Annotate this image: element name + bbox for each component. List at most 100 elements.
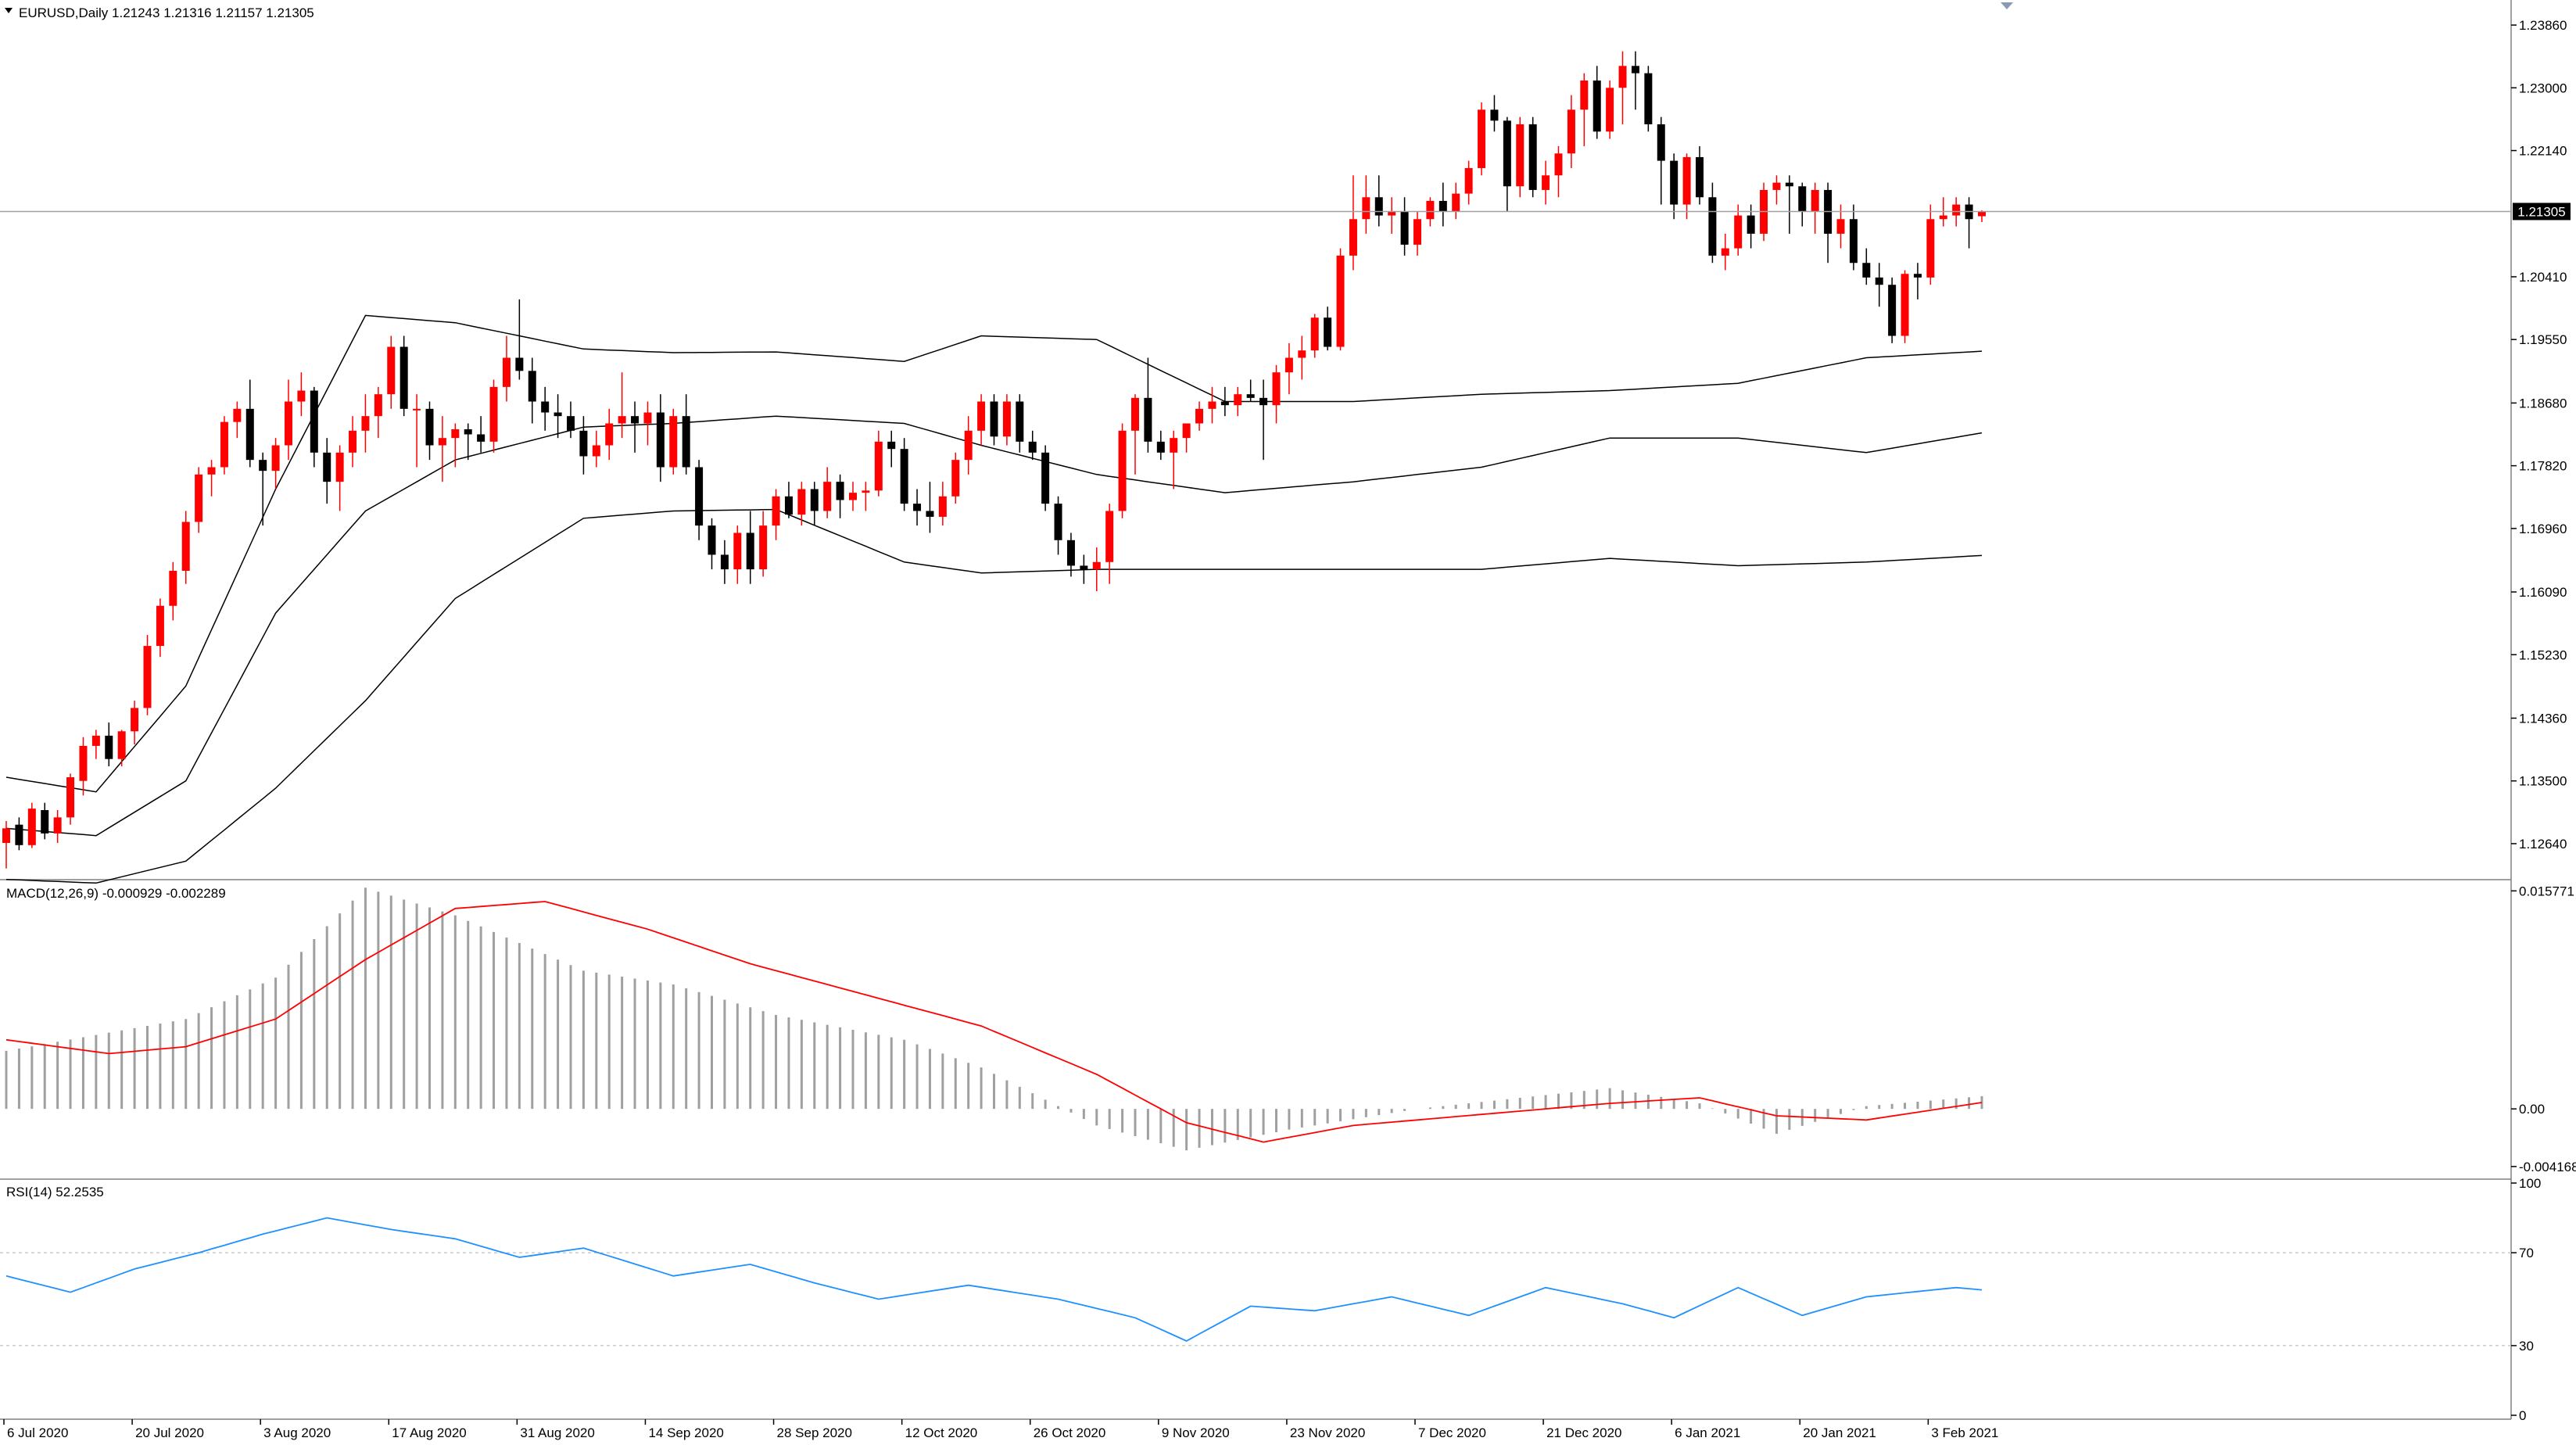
candle — [271, 438, 280, 489]
candle — [1144, 357, 1152, 453]
candle-body — [91, 735, 100, 746]
candle — [310, 386, 318, 468]
candle — [900, 438, 908, 511]
chart-shift-marker-icon[interactable] — [2001, 2, 2013, 9]
candle — [1234, 386, 1242, 417]
candle — [245, 379, 254, 468]
time-axis-tick-label: 23 Nov 2020 — [1290, 1425, 1365, 1440]
candle — [836, 474, 844, 518]
candle-body — [836, 482, 844, 500]
candle-body — [297, 390, 306, 402]
candle-body — [502, 357, 511, 387]
candle-body — [1259, 397, 1268, 406]
candle — [1631, 51, 1639, 110]
candle-body — [285, 401, 292, 446]
candle — [1682, 153, 1691, 220]
candle — [567, 401, 575, 439]
candle — [1298, 335, 1306, 380]
time-axis-tick-label: 3 Feb 2021 — [1931, 1425, 1998, 1440]
candle-body — [1554, 153, 1563, 176]
candle — [823, 467, 832, 518]
candle-body — [1426, 200, 1435, 220]
rsi-line — [5, 1217, 1983, 1343]
candle-body — [1041, 452, 1050, 504]
rsi-panel — [0, 1217, 2511, 1346]
candle — [1452, 182, 1460, 220]
time-axis-tick-label: 6 Jan 2021 — [1675, 1425, 1740, 1440]
candle-body — [1478, 109, 1486, 168]
time-axis-tick-label: 6 Jul 2020 — [7, 1425, 68, 1440]
candle-body — [541, 401, 550, 413]
candle-body — [79, 745, 88, 781]
candle-body — [849, 493, 857, 500]
candle — [323, 438, 331, 504]
candle — [1888, 277, 1897, 343]
candle-body — [1234, 394, 1242, 406]
candle — [207, 460, 216, 497]
candle-body — [464, 428, 472, 435]
candle — [1118, 423, 1127, 518]
candle-body — [579, 430, 588, 457]
candle — [1080, 554, 1088, 584]
candle-body — [1618, 66, 1627, 88]
candle-body — [489, 386, 498, 442]
candlesticks — [2, 51, 1986, 869]
candle-body — [1849, 219, 1858, 264]
candle-body — [772, 496, 780, 526]
candle — [1272, 364, 1281, 424]
candle — [1811, 182, 1819, 234]
candle — [1016, 394, 1024, 453]
price-axis-tick-label: 1.16090 — [2519, 585, 2567, 600]
candle-body — [1400, 211, 1409, 245]
candle-body — [1772, 182, 1781, 190]
candle — [181, 511, 190, 584]
candle — [1464, 160, 1473, 205]
candle — [1721, 233, 1729, 271]
candle — [810, 482, 819, 526]
candle-body — [143, 646, 152, 708]
candle-body — [1054, 504, 1062, 540]
time-axis-tick-label: 7 Dec 2020 — [1418, 1425, 1486, 1440]
candle — [1324, 307, 1332, 351]
candle — [515, 299, 524, 380]
candle — [746, 511, 754, 584]
candle-body — [1066, 540, 1075, 566]
candle-body — [1156, 441, 1165, 453]
candle — [938, 482, 947, 526]
candle — [1259, 379, 1268, 461]
candle — [951, 452, 960, 504]
candle — [2, 821, 10, 869]
candle-body — [1464, 167, 1473, 194]
candle-body — [682, 416, 690, 468]
macd-axis: 0.015771 0.00 -0.004168 — [2511, 884, 2576, 1174]
candle — [605, 408, 614, 461]
candle-body — [708, 525, 716, 555]
candle-body — [528, 371, 536, 402]
candle — [631, 401, 640, 453]
time-axis-tick-label: 9 Nov 2020 — [1162, 1425, 1230, 1440]
candle — [399, 335, 408, 417]
candle-body — [990, 401, 998, 437]
candle — [27, 802, 36, 848]
bollinger-middle-line — [5, 415, 1983, 837]
candle-body — [310, 390, 318, 453]
dropdown-triangle-icon[interactable] — [5, 8, 13, 13]
candle — [374, 386, 382, 439]
candle — [554, 394, 562, 439]
candle — [233, 401, 242, 439]
candle — [79, 737, 88, 796]
candle-body — [1438, 200, 1447, 212]
candle-body — [643, 412, 652, 424]
candle — [1438, 182, 1447, 227]
candle — [1028, 430, 1037, 461]
candle-body — [1336, 255, 1345, 347]
candle-body — [477, 434, 485, 442]
candle-body — [117, 731, 126, 759]
candle — [1002, 394, 1011, 446]
current-price-label: 1.21305 — [2517, 204, 2565, 219]
candle-body — [1324, 317, 1332, 347]
candle-body — [323, 452, 331, 482]
candle-body — [349, 430, 357, 453]
candle-body — [1862, 263, 1871, 278]
candle-body — [1952, 204, 1961, 216]
